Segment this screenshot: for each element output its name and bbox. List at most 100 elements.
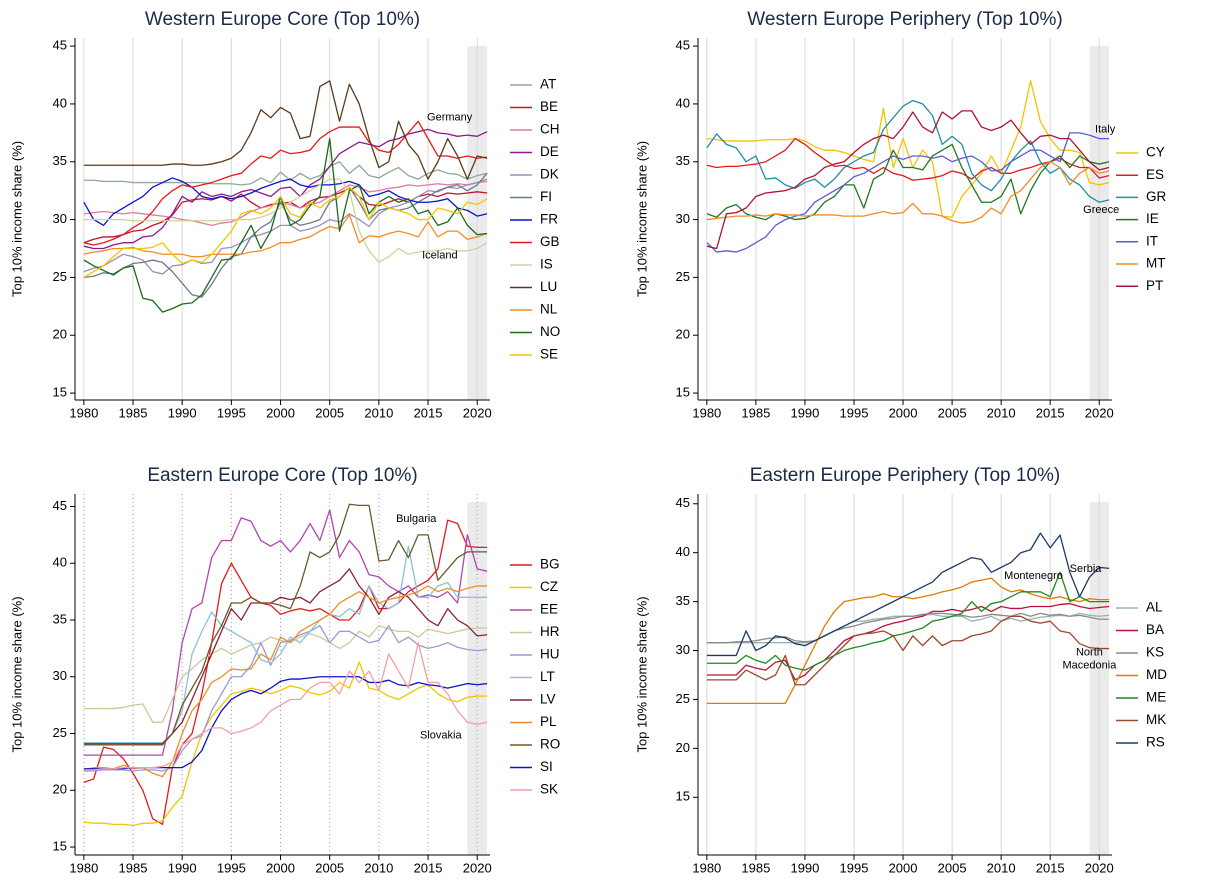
legend-label: BE [540,99,558,114]
legend-label: RO [540,737,560,752]
annotation: Serbia [1070,563,1103,575]
y-tick-label: 25 [53,725,67,740]
annotation: Bulgaria [396,513,437,525]
series-line [706,137,1110,181]
series-line [83,120,488,246]
legend-label: FI [540,189,552,204]
legend-label: LV [540,692,556,707]
x-tick-label: 2005 [938,405,967,420]
chart-title: Western Europe Core (Top 10%) [145,9,420,30]
chart-title: Eastern Europe Periphery (Top 10%) [750,465,1061,486]
x-tick-label: 2020 [1085,405,1114,420]
x-tick-label: 2020 [463,860,492,875]
series-line [706,612,1110,644]
legend-label: SE [540,347,558,362]
legend-label: MD [1146,667,1167,682]
y-tick-label: 15 [53,838,67,853]
annotation: Greece [1083,204,1119,216]
legend-label: HU [540,647,560,662]
y-tick-label: 40 [676,544,690,559]
x-tick-label: 1985 [741,860,770,875]
legend-label: HR [540,624,560,639]
legend-label: DE [540,144,559,159]
x-tick-label: 1995 [840,860,869,875]
x-tick-label: 2005 [938,860,967,875]
legend-label: NL [540,302,558,317]
y-tick-label: 25 [676,691,690,706]
legend-label: DK [540,167,559,182]
x-tick-label: 2015 [1036,405,1065,420]
x-tick-label: 2005 [315,405,344,420]
annotation: Iceland [422,249,457,261]
series-line [83,642,488,771]
x-tick-label: 1980 [69,860,98,875]
y-tick-label: 25 [676,269,690,284]
x-tick-label: 2010 [987,405,1016,420]
x-tick-label: 2010 [987,860,1016,875]
x-tick-label: 2005 [315,860,344,875]
series-line [83,214,488,258]
y-tick-label: 40 [53,555,67,570]
y-tick-label: 45 [53,498,67,513]
x-tick-label: 2000 [266,405,295,420]
annotation-line: North [1076,646,1103,658]
y-tick-label: 35 [53,153,67,168]
series-line [706,532,1110,657]
legend-label: BA [1146,622,1164,637]
x-tick-label: 2000 [889,405,918,420]
series-line [706,571,1110,671]
series-line [706,577,1110,705]
x-tick-label: 1995 [217,405,246,420]
y-tick-label: 30 [53,668,67,683]
y-tick-label: 15 [676,789,690,804]
y-tick-label: 30 [676,642,690,657]
legend-label: MK [1146,712,1166,727]
x-tick-label: 2010 [364,405,393,420]
series-line [706,99,1110,203]
y-tick-label: 40 [676,95,690,110]
x-tick-label: 2020 [1085,860,1114,875]
legend-label: FR [540,212,558,227]
annotation: Germany [427,112,473,124]
series-line [83,625,488,772]
x-tick-label: 1990 [790,860,819,875]
series-line [706,161,1110,224]
y-tick-label: 20 [676,740,690,755]
y-tick-label: 20 [53,327,67,342]
legend-label: ME [1146,690,1166,705]
legend-label: ES [1146,167,1164,182]
x-tick-label: 2015 [414,405,443,420]
x-tick-label: 1980 [69,405,98,420]
y-tick-label: 25 [53,269,67,284]
series-line [83,509,488,756]
legend-label: LU [540,279,557,294]
y-tick-label: 15 [676,384,690,399]
legend-label: GB [540,234,560,249]
series-line [706,110,1110,250]
legend-label: RS [1146,735,1165,750]
legend-label: CY [1146,145,1165,160]
series-line [83,661,488,827]
legend-label: PT [1146,278,1163,293]
series-line [706,132,1110,253]
y-tick-label: 45 [676,38,690,53]
legend-label: MT [1146,256,1166,271]
series-line [83,545,488,744]
y-tick-label: 35 [676,153,690,168]
legend-label: NO [540,324,560,339]
x-tick-label: 1990 [168,405,197,420]
y-tick-label: 20 [53,782,67,797]
y-tick-label: 30 [53,211,67,226]
panel: 1980 1985 1990 1995 2000 2005 2010 2015 2020 15 20… [9,465,560,875]
series-line [706,615,1110,686]
legend-label: LT [540,669,555,684]
x-tick-label: 1980 [692,860,721,875]
x-tick-label: 2015 [414,860,443,875]
series-line [83,585,488,778]
x-tick-label: 2010 [364,860,393,875]
y-axis-label: Top 10% income share (%) [9,596,24,752]
x-tick-label: 1980 [692,405,721,420]
annotation-line: Macedonia [1063,659,1118,671]
